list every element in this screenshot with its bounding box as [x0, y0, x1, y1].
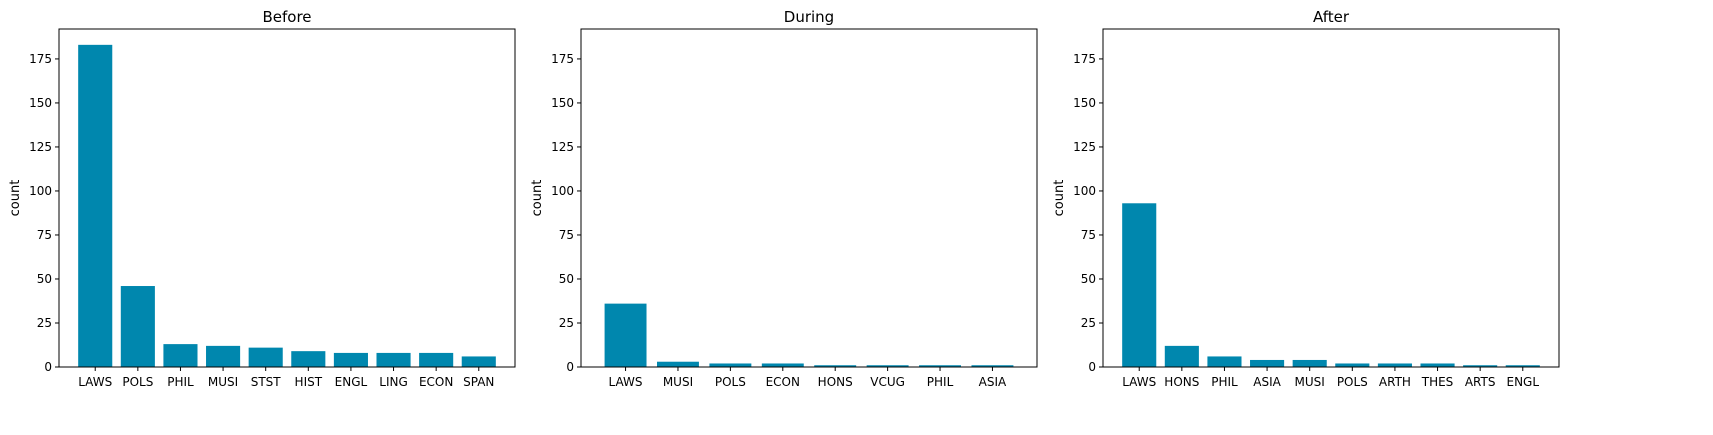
x-tick-label: PHIL [1211, 375, 1238, 389]
bar-pols [709, 363, 751, 367]
chart-panel-2: During count 0 25 50 75 100 125 150 175 LAWS MUSI PO… [530, 8, 1037, 389]
bar-arth [1378, 363, 1412, 367]
bar-phil [1207, 356, 1241, 367]
chart-title: After [1313, 8, 1350, 26]
bar-ling [376, 353, 410, 367]
y-tick-label: 175 [29, 52, 52, 66]
x-tick-label: POLS [1337, 375, 1368, 389]
y-tick-label: 150 [1073, 96, 1096, 110]
x-tick-label: HONS [1164, 375, 1199, 389]
x-tick-label: ASIA [1253, 375, 1281, 389]
bar-pols [1335, 363, 1369, 367]
x-tick-label: LAWS [1122, 375, 1156, 389]
y-tick-label: 0 [1088, 360, 1096, 374]
x-tick-label: PHIL [167, 375, 194, 389]
y-tick-label: 75 [37, 228, 52, 242]
x-tick-label: ASIA [979, 375, 1007, 389]
bar-laws [78, 45, 112, 367]
y-tick-label: 25 [559, 316, 574, 330]
y-tick-label: 50 [1081, 272, 1096, 286]
y-tick-label: 25 [37, 316, 52, 330]
x-tick-label: ENGL [335, 375, 368, 389]
x-tick-label: HONS [818, 375, 853, 389]
y-axis-label: count [530, 180, 545, 217]
bar-hons [1165, 346, 1199, 367]
bar-engl [334, 353, 368, 367]
bar-musi [657, 362, 699, 367]
y-tick-label: 25 [1081, 316, 1096, 330]
y-tick-label: 0 [566, 360, 574, 374]
bar-span [462, 356, 496, 367]
y-tick-label: 75 [1081, 228, 1096, 242]
x-tick-label: PHIL [927, 375, 954, 389]
x-tick-label: ARTH [1379, 375, 1411, 389]
y-tick-label: 75 [559, 228, 574, 242]
bar-thes [1420, 363, 1454, 367]
x-tick-label: ECON [766, 375, 800, 389]
x-tick-label: ECON [419, 375, 453, 389]
x-tick-label: STST [251, 375, 282, 389]
y-tick-label: 100 [29, 184, 52, 198]
bar-asia [1250, 360, 1284, 367]
x-tick-label: HIST [295, 375, 323, 389]
x-tick-label: MUSI [1295, 375, 1325, 389]
bar-econ [419, 353, 453, 367]
y-tick-label: 125 [1073, 140, 1096, 154]
bar-laws [605, 304, 647, 367]
y-tick-label: 125 [551, 140, 574, 154]
x-tick-label: SPAN [463, 375, 494, 389]
y-tick-label: 100 [1073, 184, 1096, 198]
x-tick-label: LING [379, 375, 408, 389]
plot-frame [1103, 29, 1559, 367]
x-tick-label: MUSI [663, 375, 693, 389]
x-tick-label: LAWS [78, 375, 112, 389]
y-tick-label: 175 [551, 52, 574, 66]
x-tick-label: THES [1421, 375, 1454, 389]
x-tick-label: ENGL [1507, 375, 1540, 389]
y-tick-label: 100 [551, 184, 574, 198]
y-axis-label: count [8, 180, 23, 217]
y-tick-label: 0 [44, 360, 52, 374]
bar-pols [121, 286, 155, 367]
chart-title: Before [262, 8, 311, 26]
x-tick-label: MUSI [208, 375, 238, 389]
y-axis-label: count [1052, 180, 1067, 217]
x-tick-label: ARTS [1465, 375, 1496, 389]
bar-musi [206, 346, 240, 367]
bar-hist [291, 351, 325, 367]
bar-laws [1122, 203, 1156, 367]
x-tick-label: LAWS [609, 375, 643, 389]
bar-phil [163, 344, 197, 367]
bar-econ [762, 363, 804, 367]
y-tick-label: 175 [1073, 52, 1096, 66]
chart-panel-1: Before count 0 25 50 75 100 125 150 175 LAWS POLS PH… [8, 8, 515, 389]
bar-musi [1293, 360, 1327, 367]
y-tick-label: 50 [37, 272, 52, 286]
bar-stst [249, 348, 283, 367]
y-tick-label: 50 [559, 272, 574, 286]
y-tick-label: 150 [29, 96, 52, 110]
x-tick-label: VCUG [870, 375, 905, 389]
chart-title: During [784, 8, 834, 26]
y-tick-label: 125 [29, 140, 52, 154]
x-tick-label: POLS [715, 375, 746, 389]
y-tick-label: 150 [551, 96, 574, 110]
plot-frame [581, 29, 1037, 367]
chart-panel-3: After count 0 25 50 75 100 125 150 175 LAWS HONS PHI… [1052, 8, 1559, 389]
x-tick-label: POLS [122, 375, 153, 389]
